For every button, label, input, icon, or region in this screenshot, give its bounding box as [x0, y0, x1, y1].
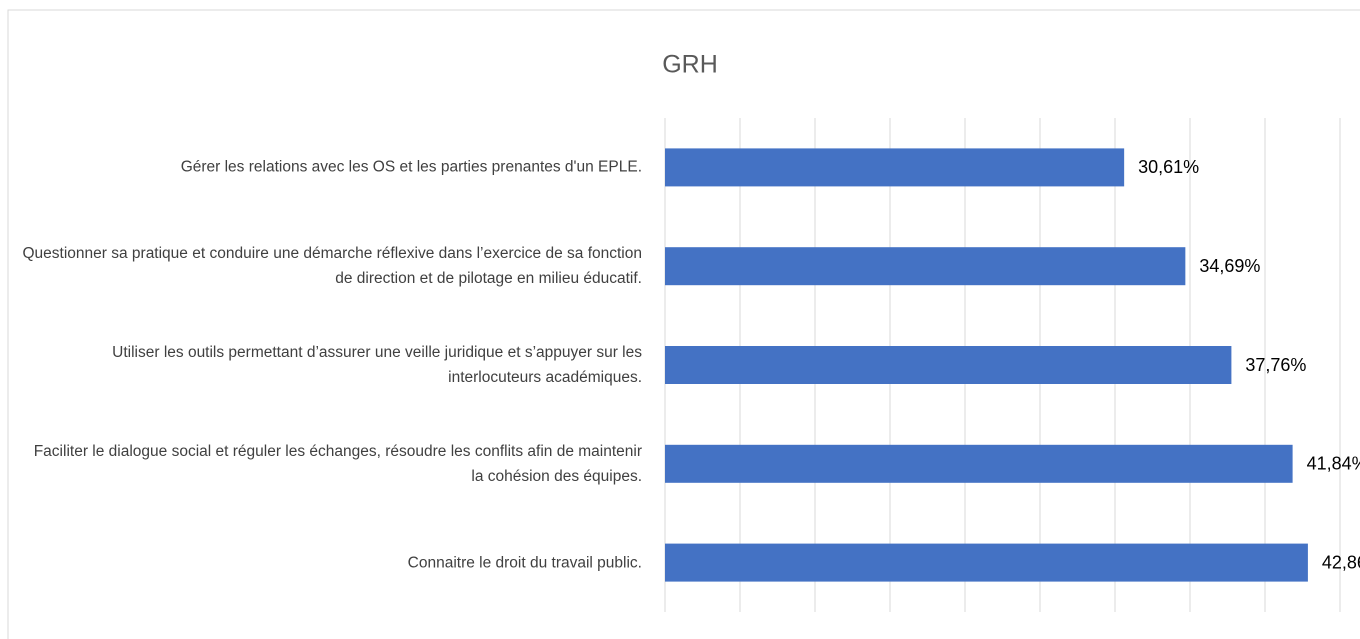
bar — [665, 346, 1232, 384]
bar — [665, 247, 1186, 286]
bar — [665, 148, 1125, 187]
data-label: 41,84% — [1307, 454, 1360, 474]
y-tick-label: Utiliser les outils permettant d’assurer… — [112, 344, 642, 386]
chart-title: GRH — [662, 51, 718, 79]
y-tick-label: Gérer les relations avec les OS et les p… — [180, 158, 642, 176]
bar — [665, 444, 1293, 483]
y-tick-label: Faciliter le dialogue social et réguler … — [33, 442, 642, 485]
y-tick-label: Connaitre le droit du travail public. — [407, 554, 642, 572]
y-tick-label: Questionner sa pratique et conduire une … — [22, 245, 642, 288]
data-label: 37,76% — [1245, 355, 1306, 375]
data-label: 34,69% — [1199, 256, 1260, 276]
data-label: 30,61% — [1138, 157, 1199, 177]
chart-border — [7, 9, 1360, 639]
bar — [665, 543, 1308, 582]
data-label: 42,86% — [1322, 552, 1360, 572]
